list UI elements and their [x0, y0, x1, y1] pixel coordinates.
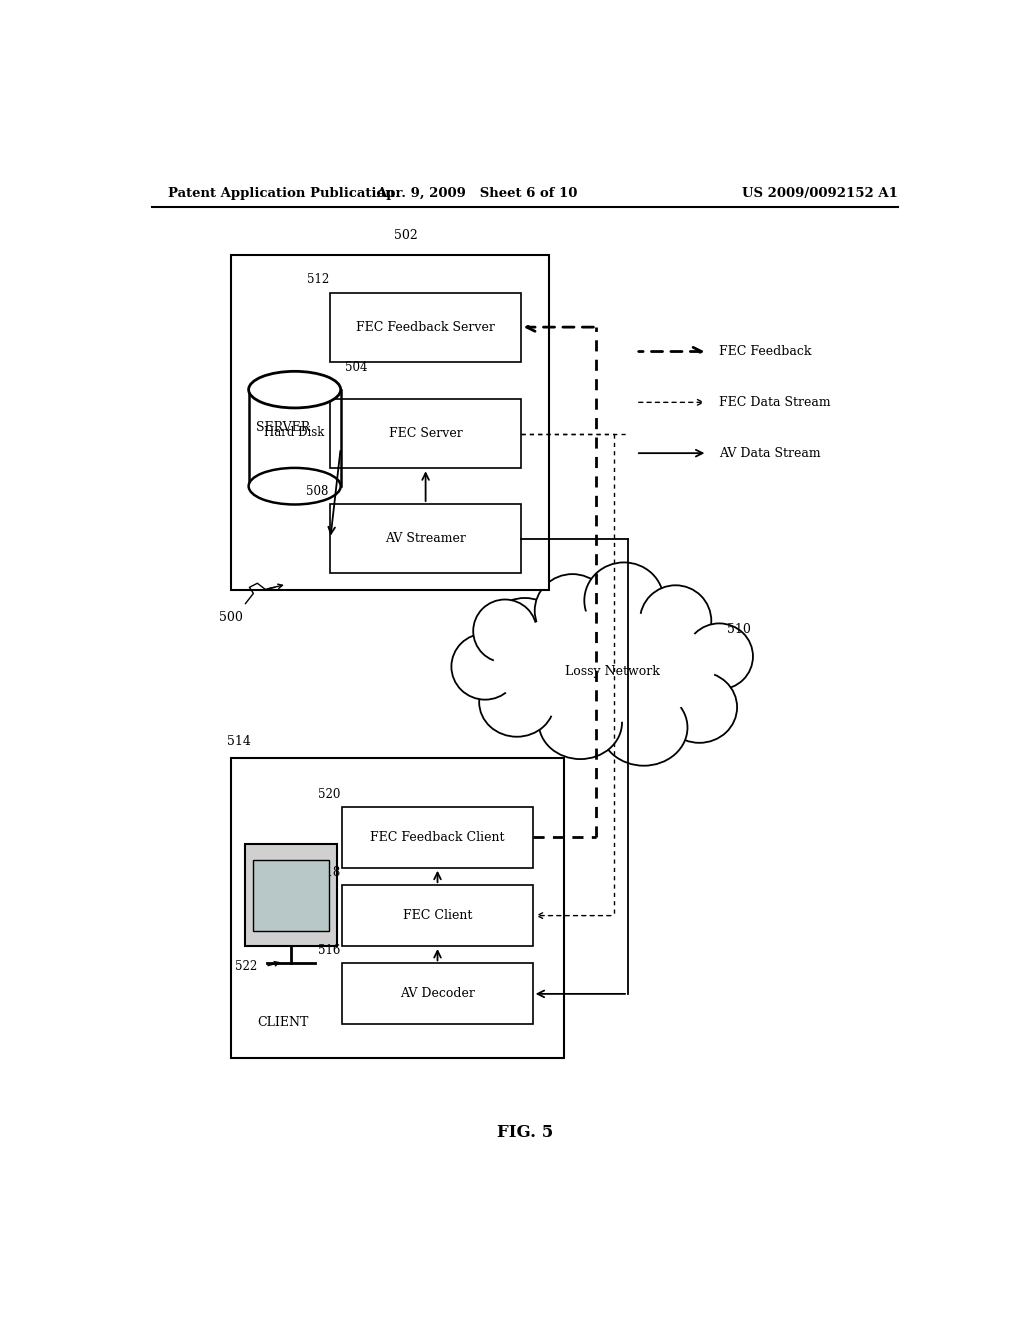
- Text: 514: 514: [227, 735, 251, 748]
- Ellipse shape: [535, 574, 610, 647]
- Ellipse shape: [585, 562, 664, 639]
- Text: 506: 506: [306, 380, 329, 393]
- Text: 522: 522: [236, 960, 257, 973]
- Text: 502: 502: [394, 228, 418, 242]
- Bar: [331, 399, 521, 469]
- Text: 510: 510: [727, 623, 751, 636]
- Ellipse shape: [662, 672, 737, 743]
- Text: CLIENT: CLIENT: [257, 1016, 308, 1028]
- Text: FEC Server: FEC Server: [389, 428, 463, 441]
- Text: FEC Data Stream: FEC Data Stream: [719, 396, 830, 409]
- Ellipse shape: [249, 467, 341, 504]
- Bar: [231, 255, 549, 590]
- Text: Apr. 9, 2009   Sheet 6 of 10: Apr. 9, 2009 Sheet 6 of 10: [377, 187, 578, 201]
- Ellipse shape: [600, 689, 687, 766]
- Text: Lossy Network: Lossy Network: [564, 665, 659, 678]
- Text: FEC Feedback Client: FEC Feedback Client: [371, 830, 505, 843]
- Text: FIG. 5: FIG. 5: [497, 1123, 553, 1140]
- Bar: [331, 293, 521, 362]
- Bar: [342, 886, 532, 946]
- Ellipse shape: [479, 668, 555, 737]
- Ellipse shape: [640, 585, 712, 656]
- Bar: [253, 859, 329, 931]
- Text: FEC Feedback Server: FEC Feedback Server: [356, 321, 495, 334]
- Text: Patent Application Publication: Patent Application Publication: [168, 187, 394, 201]
- Text: FEC Client: FEC Client: [402, 909, 472, 923]
- Text: 500: 500: [219, 611, 243, 624]
- Text: 508: 508: [306, 484, 329, 498]
- Text: 516: 516: [318, 944, 341, 957]
- Ellipse shape: [685, 623, 753, 689]
- Bar: [331, 504, 521, 573]
- Bar: [246, 845, 337, 946]
- Ellipse shape: [485, 598, 564, 675]
- Text: US 2009/0092152 A1: US 2009/0092152 A1: [742, 187, 898, 201]
- Ellipse shape: [452, 634, 519, 700]
- Text: Hard Disk: Hard Disk: [264, 426, 325, 440]
- Ellipse shape: [249, 371, 341, 408]
- Ellipse shape: [539, 686, 622, 759]
- Text: FEC Feedback: FEC Feedback: [719, 345, 812, 358]
- Ellipse shape: [493, 611, 715, 722]
- Bar: [342, 807, 532, 867]
- Text: 512: 512: [306, 273, 329, 286]
- Text: AV Data Stream: AV Data Stream: [719, 446, 821, 459]
- Text: 518: 518: [318, 866, 341, 879]
- Text: 520: 520: [318, 788, 341, 801]
- Ellipse shape: [473, 599, 537, 663]
- Text: AV Streamer: AV Streamer: [385, 532, 466, 545]
- Text: 504: 504: [345, 362, 368, 375]
- Text: AV Decoder: AV Decoder: [400, 987, 475, 1001]
- Bar: [231, 758, 564, 1057]
- Text: SERVER: SERVER: [256, 421, 310, 434]
- Bar: [342, 964, 532, 1024]
